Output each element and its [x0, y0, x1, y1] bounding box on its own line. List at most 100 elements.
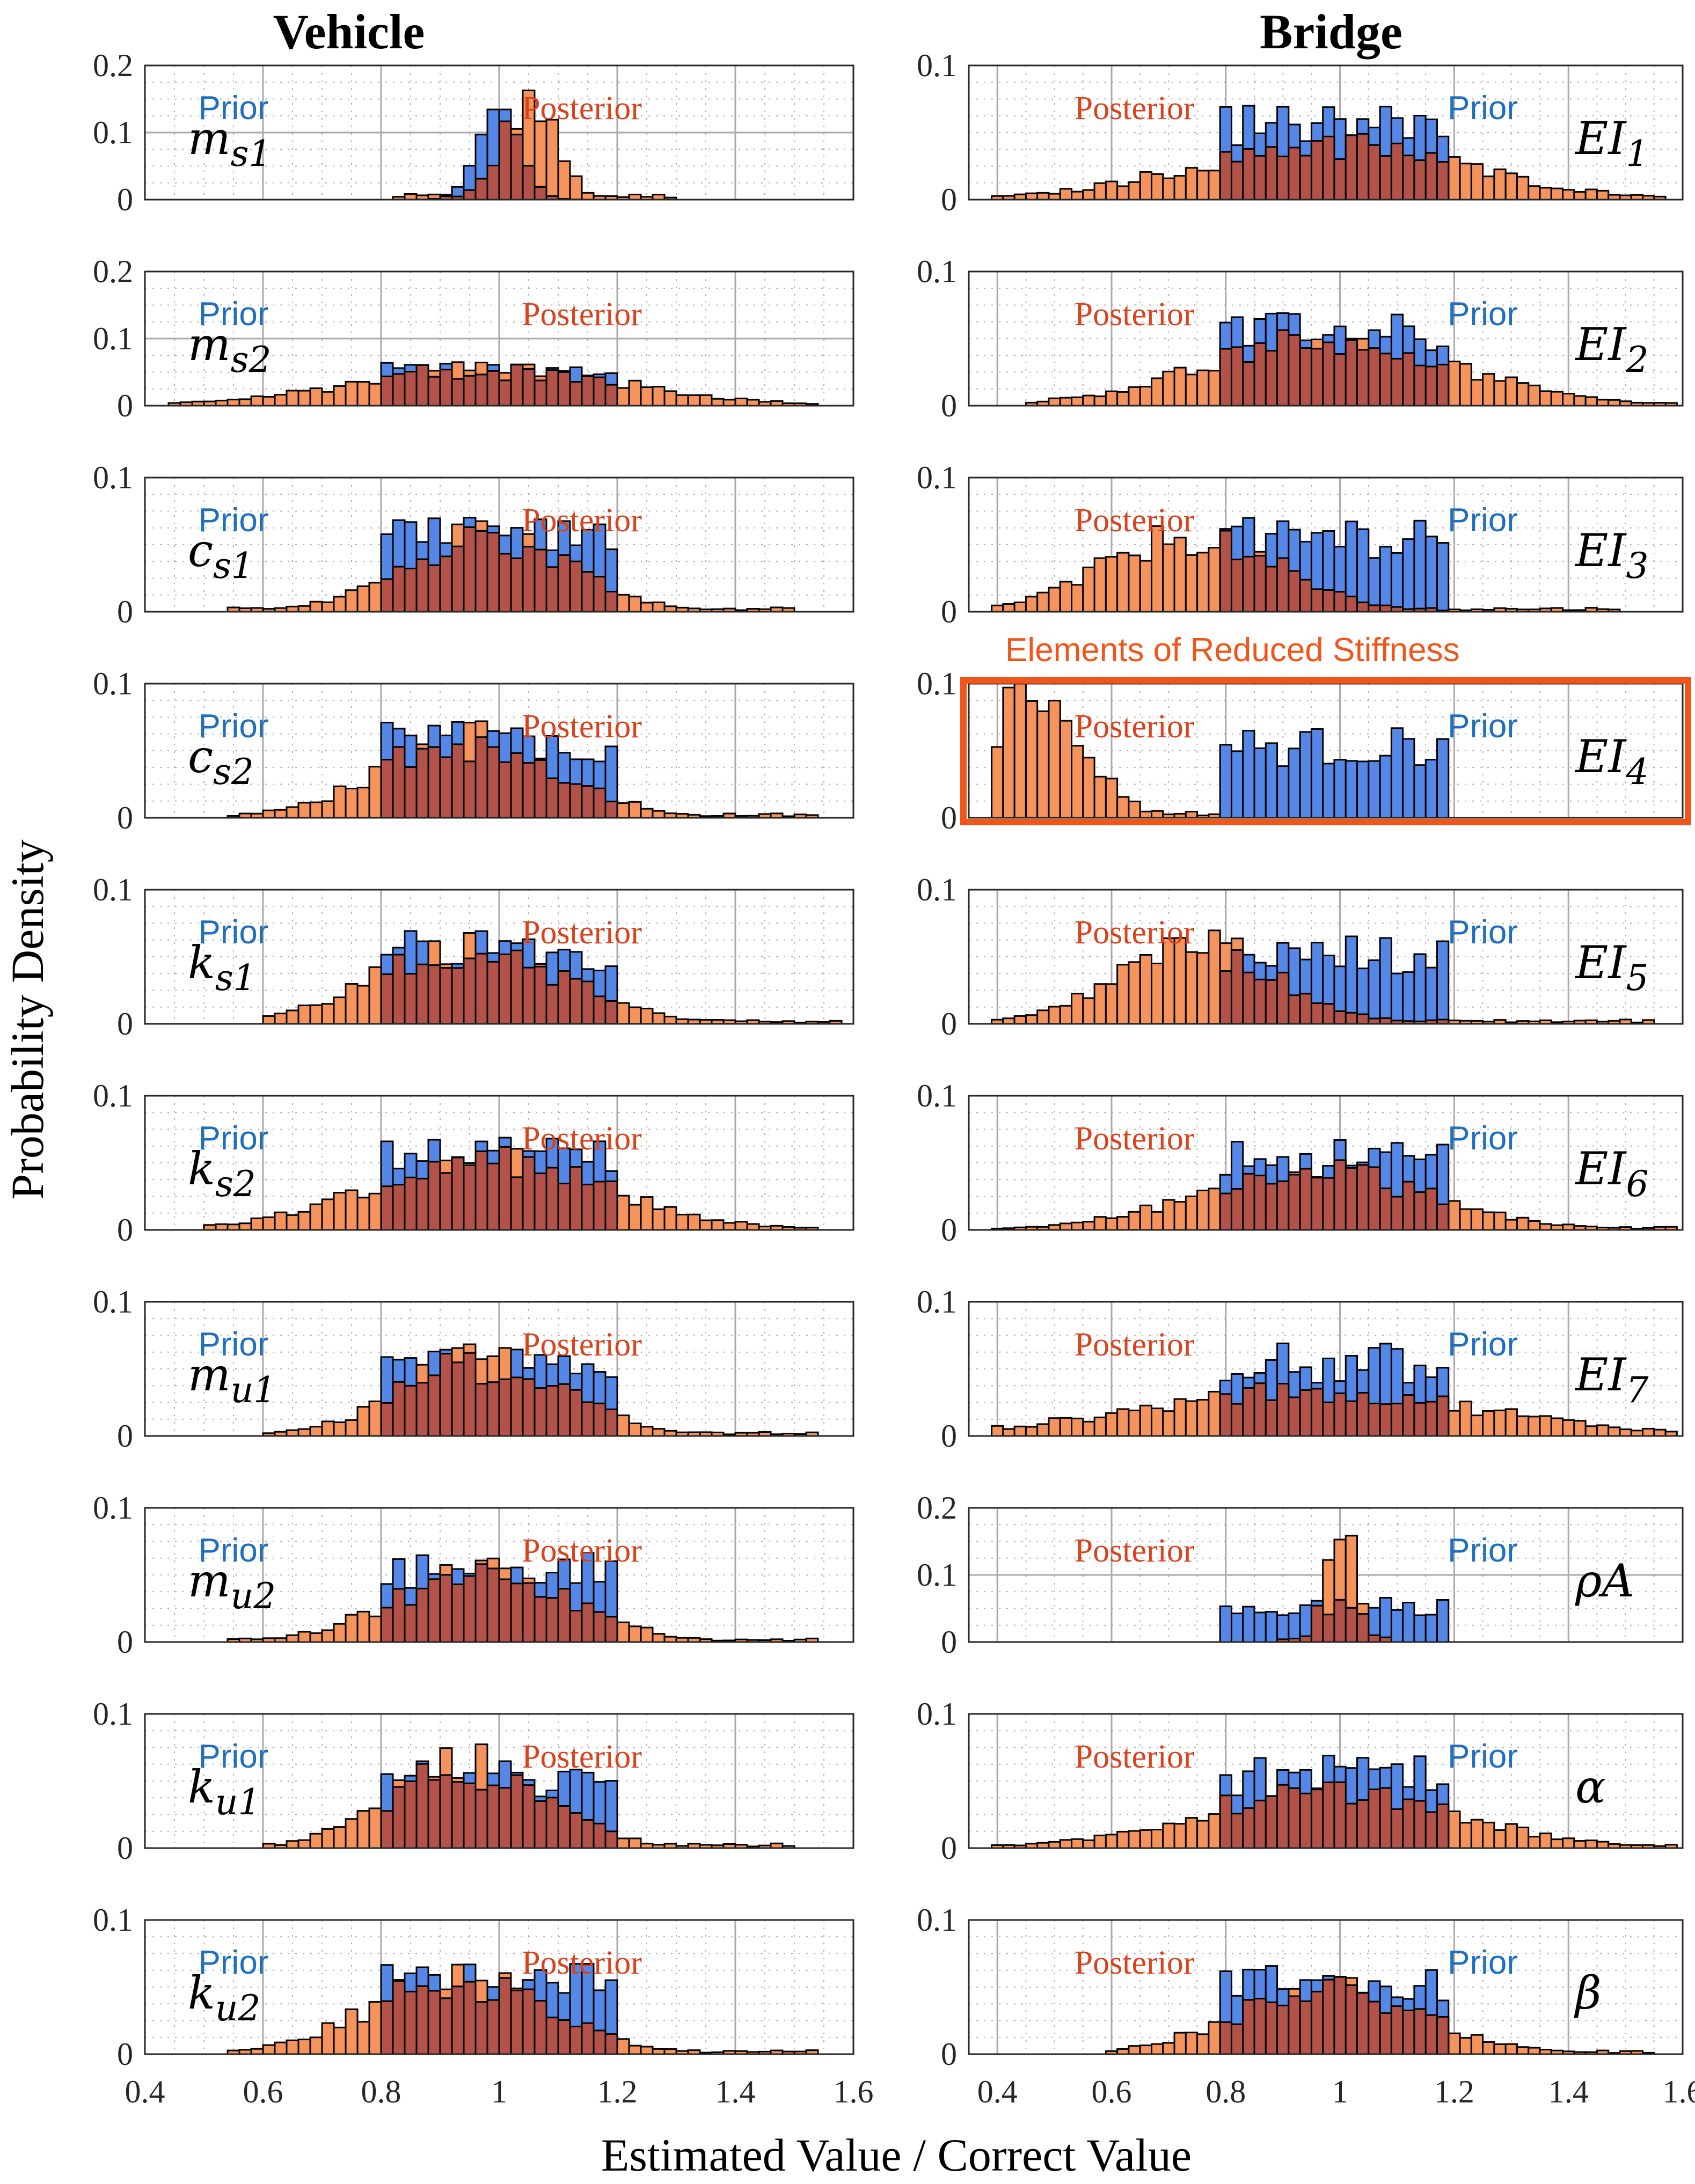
overlap-bar-ms2-34 — [545, 369, 559, 407]
overlap-bar-ku1-22 — [404, 1780, 418, 1849]
x-axis-label: Estimated Value / Correct Value — [601, 2129, 1192, 2181]
overlap-bar-ku2-21 — [392, 1980, 406, 2055]
x-tick-label-ku2-6: 1.6 — [834, 2074, 874, 2109]
posterior-bar-alpha-7 — [1048, 1841, 1061, 1849]
posterior-bar-EI5-6 — [1036, 1009, 1050, 1025]
posterior-bar-ku1-40 — [616, 1837, 630, 1849]
posterior-bar-EI1-53 — [1573, 191, 1587, 201]
overlap-bar-mu1-39 — [604, 1408, 618, 1437]
overlap-bar-EI3-24 — [1242, 555, 1255, 613]
parameter-label-mu1: mu1 — [188, 1348, 276, 1411]
posterior-bar-ku1-19 — [368, 1807, 382, 1849]
posterior-bar-ku2-42 — [640, 2046, 654, 2055]
prior-bar-EI3-37 — [1390, 552, 1404, 613]
overlap-bar-cs1-33 — [534, 548, 547, 613]
axes-frame-EI2 — [968, 270, 1684, 407]
posterior-bar-alpha-51 — [1550, 1838, 1564, 1849]
overlap-bar-ms2-22 — [404, 371, 418, 407]
overlap-bar-ku2-32 — [522, 1988, 536, 2055]
posterior-bar-beta-16 — [1150, 2043, 1164, 2055]
prior-bar-EI4-24 — [1242, 730, 1255, 819]
overlap-bar-ku2-28 — [474, 2001, 488, 2055]
overlap-bar-EI7-29 — [1299, 1389, 1312, 1437]
parameter-label-ku1: ku1 — [188, 1761, 260, 1823]
overlap-bar-ks2-30 — [498, 1146, 512, 1231]
posterior-bar-alpha-55 — [1596, 1841, 1610, 1849]
overlap-bar-ks1-39 — [604, 1000, 618, 1025]
overlap-bar-mu1-28 — [474, 1383, 488, 1437]
posterior-bar-ms2-40 — [616, 387, 630, 407]
overlap-bar-cs1-28 — [474, 530, 488, 613]
overlap-bar-alpha-38 — [1402, 1798, 1415, 1849]
overlap-bar-ms1-30 — [498, 120, 512, 201]
overlap-bar-ks2-34 — [545, 1167, 559, 1231]
posterior-bar-EI7-50 — [1539, 1415, 1552, 1437]
posterior-bar-EI3-14 — [1128, 554, 1141, 613]
posterior-bar-cs1-19 — [368, 582, 382, 613]
posterior-bar-cs2-11 — [274, 809, 288, 819]
prior-bar-EI5-35 — [1368, 959, 1381, 1025]
posterior-bar-EI1-14 — [1128, 181, 1141, 201]
prior-bar-rhoA-38 — [1402, 1601, 1415, 1643]
posterior-label-ks2: Posterior — [522, 1120, 642, 1157]
overlap-bar-ks1-32 — [522, 966, 536, 1025]
overlap-bar-EI6-23 — [1230, 1188, 1244, 1231]
overlap-bar-ku2-26 — [451, 1985, 465, 2055]
overlap-bar-EI2-26 — [1265, 350, 1278, 407]
y-tick-label-ks2-0: 0 — [117, 1212, 133, 1248]
y-tick-label-beta-0: 0 — [941, 2036, 957, 2072]
overlap-bar-EI3-31 — [1322, 589, 1335, 613]
x-tick-label-beta-6: 1.6 — [1663, 2074, 1695, 2109]
overlap-bar-ks2-24 — [427, 1161, 441, 1231]
prior-label-beta: Prior — [1448, 1944, 1518, 1981]
overlap-bar-ms2-30 — [498, 379, 512, 407]
overlap-bar-cs2-27 — [463, 760, 477, 819]
posterior-bar-ms2-50 — [734, 398, 748, 407]
overlap-bar-cs2-22 — [404, 766, 418, 819]
overlap-bar-EI5-30 — [1310, 1002, 1324, 1025]
posterior-bar-EI3-19 — [1185, 554, 1199, 613]
posterior-bar-EI6-47 — [1504, 1219, 1518, 1231]
overlap-bar-EI1-24 — [1242, 148, 1255, 201]
posterior-bar-EI7-8 — [1059, 1417, 1073, 1437]
overlap-bar-beta-24 — [1242, 1999, 1255, 2055]
panels: 0 0.1 0.2 Prior Posterior ms1 0 0.1 0.2 Prior Post… — [93, 48, 1695, 2109]
posterior-bar-EI5-20 — [1196, 952, 1210, 1025]
posterior-bar-EI5-3 — [1002, 1017, 1015, 1025]
posterior-bar-mu2-19 — [368, 1615, 382, 1643]
posterior-bar-EI1-42 — [1448, 156, 1461, 201]
overlap-bar-rhoA-34 — [1356, 1613, 1370, 1643]
overlap-bar-EI7-28 — [1288, 1396, 1301, 1437]
overlap-bar-EI1-35 — [1368, 144, 1381, 201]
axes-frame-EI5 — [968, 889, 1684, 1025]
posterior-bar-EI7-7 — [1048, 1417, 1061, 1437]
posterior-bar-EI2-48 — [1516, 382, 1530, 407]
overlap-bar-cs1-35 — [557, 554, 571, 613]
overlap-bar-EI1-22 — [1219, 151, 1232, 201]
posterior-bar-EI6-11 — [1093, 1216, 1107, 1231]
overlap-bar-beta-38 — [1402, 2009, 1415, 2055]
overlap-bar-ku1-20 — [380, 1810, 394, 1849]
posterior-bar-EI1-52 — [1562, 189, 1575, 201]
panel-EI7: 0 0.1 Prior Posterior EI7 — [917, 1284, 1684, 1454]
overlap-bar-EI2-30 — [1310, 348, 1324, 407]
overlap-bar-ms2-26 — [451, 378, 465, 407]
overlap-bar-ms2-27 — [463, 375, 477, 407]
posterior-bar-cs2-12 — [286, 806, 299, 819]
posterior-bar-cs1-14 — [309, 600, 323, 613]
overlap-bar-ks2-39 — [604, 1180, 618, 1231]
prior-bar-EI5-33 — [1345, 935, 1358, 1025]
prior-bar-EI4-41 — [1436, 738, 1450, 819]
posterior-bar-ku2-41 — [628, 2044, 642, 2055]
posterior-bar-EI2-11 — [1093, 395, 1107, 407]
posterior-bar-ms2-46 — [687, 394, 701, 407]
posterior-bar-cs2-16 — [333, 785, 347, 819]
posterior-bar-cs2-10 — [262, 809, 276, 819]
overlap-bar-EI2-23 — [1230, 346, 1244, 407]
posterior-bar-ks2-16 — [333, 1192, 347, 1231]
overlap-bar-mu2-33 — [534, 1596, 547, 1643]
parameter-label-ms2: ms2 — [188, 318, 272, 380]
overlap-bar-ku2-27 — [463, 1981, 477, 2055]
overlap-bar-mu2-28 — [474, 1563, 488, 1643]
posterior-bar-EI3-8 — [1059, 581, 1073, 613]
